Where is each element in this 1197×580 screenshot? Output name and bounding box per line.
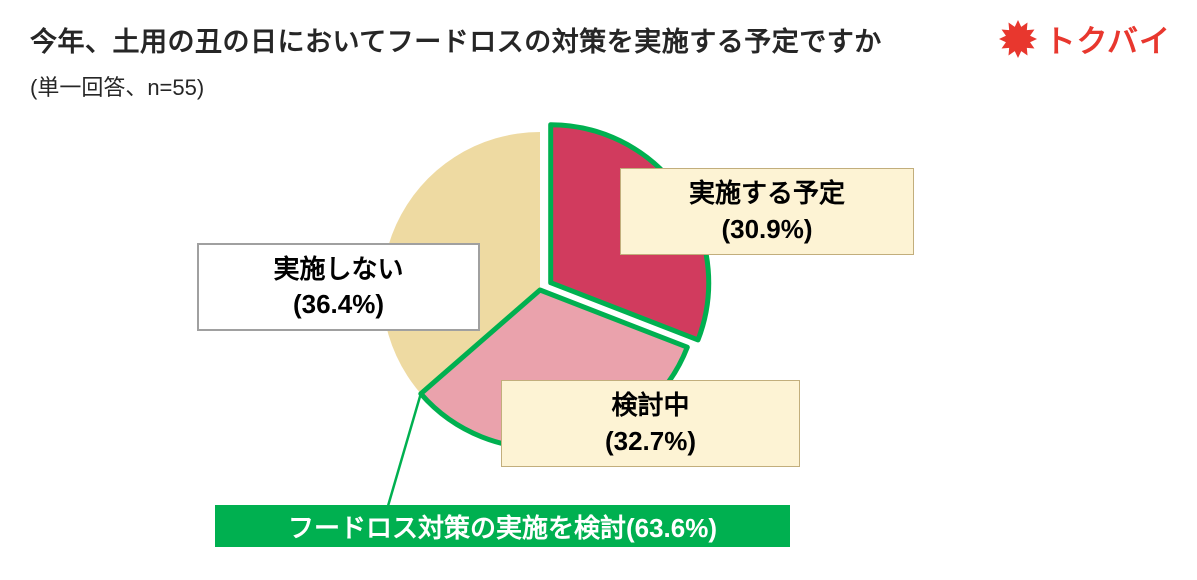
callout-plan-label: 実施する予定 [688,178,845,209]
tokubai-logo: トクバイ [998,16,1171,61]
tokubai-logo-text: トクバイ [1044,24,1171,59]
tokubai-burst-icon [998,19,1037,58]
callout-none-label: 実施しない [273,253,404,284]
callout-none: 実施しない (36.4%) [197,243,480,331]
page-title: 今年、土用の丑の日においてフードロスの対策を実施する予定ですか [30,27,882,57]
highlight-label: フードロス対策の実施を検討(63.6%) [215,505,790,547]
page-subtitle: (単一回答、n=55) [30,75,205,100]
highlight-leader-line [386,393,422,507]
callout-plan-pct: (30.9%) [721,213,813,244]
callout-considering-pct: (32.7%) [604,425,697,456]
callout-plan: 実施する予定 (30.9%) [620,168,914,255]
callout-none-pct: (36.4%) [292,289,385,319]
highlight-label-text: フードロス対策の実施を検討(63.6%) [287,512,718,543]
callout-considering-label: 検討中 [611,390,690,421]
callout-considering: 検討中 (32.7%) [501,380,800,467]
